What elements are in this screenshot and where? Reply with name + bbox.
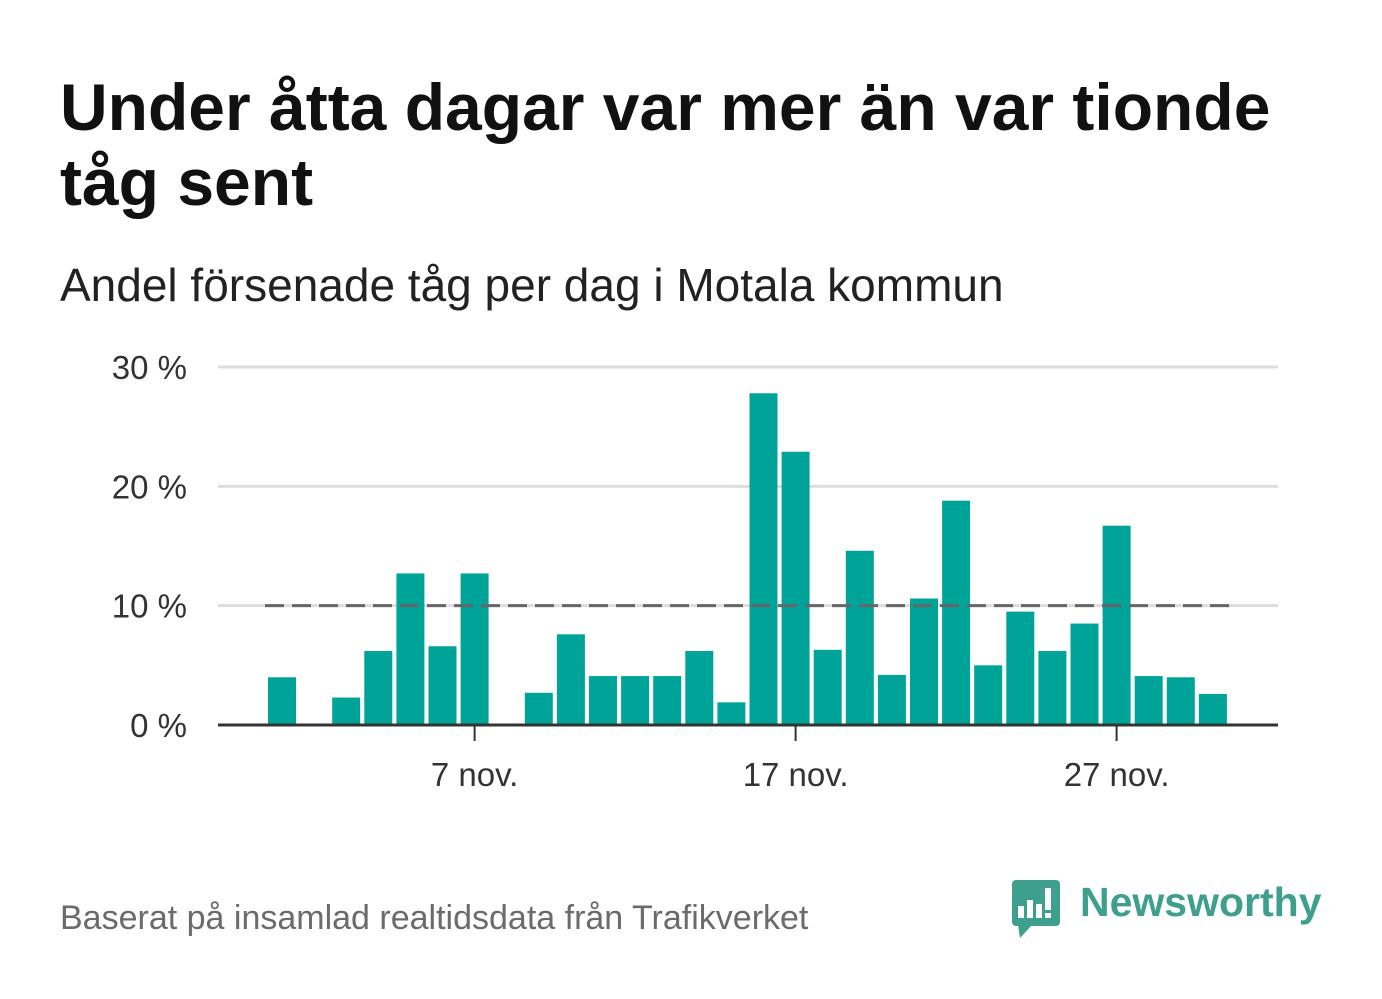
logo-bubble-shape xyxy=(1012,880,1060,926)
bars xyxy=(268,393,1227,725)
x-tick-label: 17 nov. xyxy=(743,756,849,793)
y-tick-label: 0 % xyxy=(130,707,187,744)
y-tick-label: 30 % xyxy=(112,349,187,386)
bar xyxy=(1038,651,1067,725)
bar xyxy=(974,665,1003,725)
logo-bar xyxy=(1045,888,1051,910)
y-tick-label: 10 % xyxy=(112,588,187,625)
bar xyxy=(685,651,714,725)
bar xyxy=(910,598,938,725)
bar xyxy=(589,676,617,725)
bar xyxy=(845,550,874,725)
bar xyxy=(877,674,906,725)
y-axis-labels: 0 % 10 % 20 % 30 % xyxy=(112,349,187,744)
bar xyxy=(717,702,746,725)
bar xyxy=(524,692,553,725)
logo-bar xyxy=(1027,900,1033,918)
bar xyxy=(396,573,425,725)
chart-title: Under åtta dagar var mer än var tionde t… xyxy=(60,70,1271,219)
bar xyxy=(781,451,810,725)
x-axis-labels: 7 nov. 17 nov. 27 nov. xyxy=(431,756,1170,793)
newsworthy-chart-bubble-icon xyxy=(1012,880,1060,938)
bar xyxy=(942,500,971,725)
chart-subtitle: Andel försenade tåg per dag i Motala kom… xyxy=(60,259,1004,311)
bar xyxy=(1166,677,1195,725)
newsworthy-logo: Newsworthy xyxy=(1010,876,1330,942)
bar xyxy=(653,676,682,725)
bar xyxy=(749,393,778,725)
bar xyxy=(813,649,842,725)
logo-dot xyxy=(1045,913,1051,918)
y-tick-label: 20 % xyxy=(112,468,187,505)
bar xyxy=(1198,693,1227,725)
bar xyxy=(1006,611,1035,725)
bar xyxy=(332,697,361,725)
x-axis-ticks xyxy=(473,725,1118,741)
bar xyxy=(460,573,489,725)
logo-bubble-tail xyxy=(1018,925,1032,938)
bar xyxy=(1102,525,1131,725)
bar xyxy=(1134,676,1163,725)
logo-bar xyxy=(1036,904,1042,918)
bar xyxy=(268,677,296,725)
gridlines xyxy=(218,365,1278,608)
source-note: Baserat på insamlad realtidsdata från Tr… xyxy=(60,899,809,937)
bar xyxy=(428,646,457,725)
bar-chart: 0 % 10 % 20 % 30 % 7 nov. 17 nov. 27 nov… xyxy=(112,349,1278,793)
x-tick-label: 7 nov. xyxy=(431,756,518,793)
bar xyxy=(621,676,650,725)
logo-wordmark: Newsworthy xyxy=(1080,879,1322,925)
logo-bar xyxy=(1018,906,1024,918)
bar xyxy=(364,651,393,725)
bar xyxy=(1070,623,1099,725)
x-tick-label: 27 nov. xyxy=(1064,756,1170,793)
bar xyxy=(556,634,585,725)
